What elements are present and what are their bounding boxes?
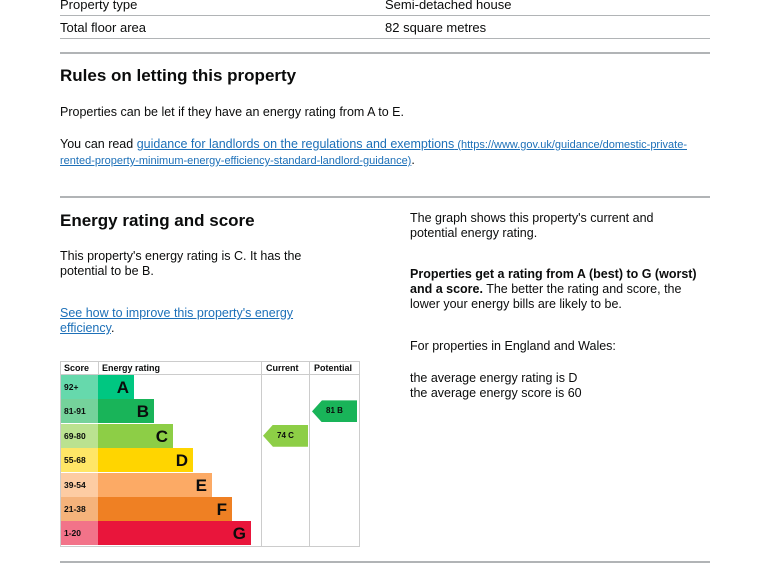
- row-label: Property type: [60, 0, 138, 12]
- divider: [60, 52, 710, 54]
- header-score: Score: [64, 363, 90, 373]
- link-text: guidance for landlords on the regulation…: [136, 137, 455, 151]
- average-rating: the average energy rating is D: [410, 371, 578, 385]
- region-text: For properties in England and Wales:: [410, 339, 616, 353]
- link-url: (https://www.gov.uk/guidance/domestic-pr…: [60, 139, 687, 167]
- score-range-B: 81-91: [61, 399, 98, 424]
- band-bar-F: F: [98, 497, 232, 521]
- bold-text: Properties get a rating from A (best) to…: [410, 267, 697, 296]
- energy-text: This property's energy rating is C. It h…: [60, 249, 302, 278]
- divider: [261, 362, 262, 546]
- chart-header: [61, 362, 359, 375]
- band-bar-C: C: [98, 423, 173, 448]
- band-bar-B: B: [98, 399, 154, 424]
- table-row: Property type Semi-detached house: [60, 0, 710, 16]
- score-range-D: 55-68: [61, 448, 98, 473]
- divider: [98, 362, 99, 374]
- rules-text: Properties can be let if they have an en…: [60, 105, 404, 119]
- average-score: the average energy score is 60: [410, 386, 582, 400]
- current-rating-arrow: 74 C: [263, 424, 308, 447]
- table-row: Total floor area 82 square metres: [60, 16, 710, 39]
- rest-text: The better the rating and score, the low…: [410, 282, 682, 311]
- graph-description: The graph shows this property's current …: [410, 211, 654, 240]
- suffix: .: [110, 321, 115, 335]
- row-label: Total floor area: [60, 20, 146, 35]
- energy-rating-chart: Score Energy rating Current Potential 92…: [60, 361, 360, 547]
- rules-heading: Rules on letting this property: [60, 66, 297, 85]
- guidance-text: You can read guidance for landlords on t…: [60, 137, 700, 169]
- header-potential: Potential: [314, 363, 353, 373]
- divider: [60, 196, 710, 198]
- energy-heading: Energy rating and score: [60, 211, 255, 230]
- guidance-link[interactable]: guidance for landlords on the regulation…: [60, 137, 687, 167]
- band-bar-G: G: [98, 521, 251, 546]
- row-value: Semi-detached house: [385, 0, 512, 12]
- header-energy-rating: Energy rating: [102, 363, 161, 373]
- improve-link[interactable]: See how to improve this property's energ…: [60, 306, 294, 335]
- score-range-F: 21-38: [61, 497, 98, 521]
- band-bar-D: D: [98, 448, 193, 473]
- row-value: 82 square metres: [385, 20, 487, 35]
- suffix: .: [411, 153, 415, 167]
- divider: [60, 561, 710, 563]
- score-range-E: 39-54: [61, 472, 98, 497]
- score-range-C: 69-80: [61, 423, 98, 448]
- band-bar-E: E: [98, 472, 212, 497]
- band-bar-A: A: [98, 375, 134, 399]
- prefix: You can read: [60, 137, 137, 151]
- score-range-G: 1-20: [61, 521, 98, 546]
- potential-rating-arrow: 81 B: [312, 400, 357, 423]
- rating-explanation: Properties get a rating from A (best) to…: [410, 267, 710, 312]
- header-current: Current: [266, 363, 299, 373]
- improve-text: See how to improve this property's energ…: [60, 306, 330, 336]
- score-range-A: 92+: [61, 375, 98, 399]
- divider: [309, 362, 310, 546]
